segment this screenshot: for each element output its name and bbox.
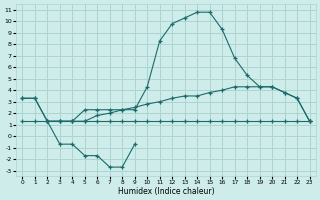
X-axis label: Humidex (Indice chaleur): Humidex (Indice chaleur) xyxy=(118,187,214,196)
